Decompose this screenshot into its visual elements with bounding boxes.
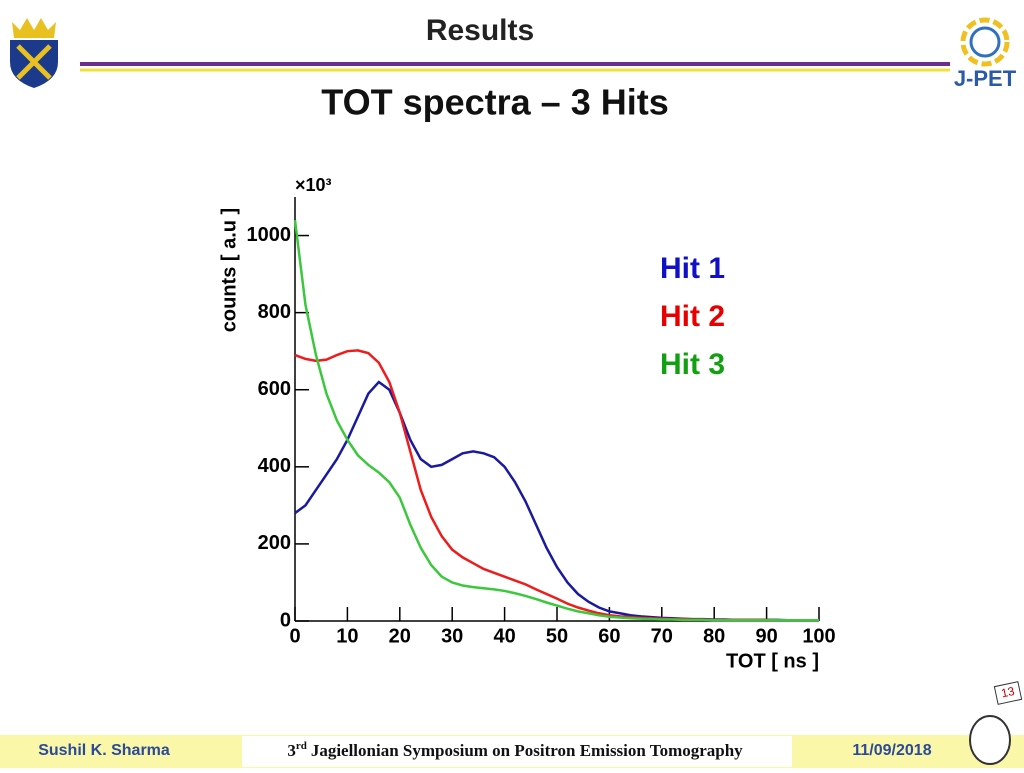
event-suffix: rd bbox=[296, 740, 307, 752]
x-tick-label: 30 bbox=[441, 625, 463, 647]
event-number: 3 bbox=[287, 741, 296, 760]
footer-author: Sushil K. Sharma bbox=[38, 742, 170, 759]
series-line bbox=[294, 349, 819, 622]
x-tick-label: 90 bbox=[755, 625, 777, 647]
y-tick-label: 0 bbox=[280, 609, 291, 631]
x-tick-label: 10 bbox=[336, 625, 358, 647]
university-logo bbox=[10, 18, 58, 88]
legend-entry: Hit 3 bbox=[660, 348, 725, 381]
y-axis-label: counts [ a.u ] bbox=[218, 208, 240, 332]
y-tick-label: 800 bbox=[258, 301, 291, 323]
x-tick-label: 20 bbox=[389, 625, 411, 647]
y-multiplier: ×10³ bbox=[295, 175, 332, 195]
footer-date: 11/09/2018 bbox=[852, 742, 931, 759]
series-line bbox=[294, 380, 819, 622]
x-axis-label: TOT [ ns ] bbox=[726, 650, 819, 672]
legend-entry: Hit 2 bbox=[660, 300, 725, 333]
event-name: Jagiellonian Symposium on Positron Emiss… bbox=[311, 741, 743, 760]
page-badge: 13 bbox=[969, 681, 1023, 765]
x-tick-label: 50 bbox=[546, 625, 568, 647]
x-tick-label: 60 bbox=[598, 625, 620, 647]
header-title: Results bbox=[426, 14, 534, 47]
x-tick-label: 40 bbox=[493, 625, 515, 647]
x-tick-label: 0 bbox=[289, 625, 300, 647]
slide-title: TOT spectra – 3 Hits bbox=[321, 82, 668, 123]
x-tick-label: 80 bbox=[703, 625, 725, 647]
footer-event: 3rd Jagiellonian Symposium on Positron Em… bbox=[287, 740, 743, 760]
y-tick-label: 200 bbox=[258, 532, 291, 554]
plot: 0 200 400 600 800 1000 0 10 20 30 40 50 60 70 80 90 100 T… bbox=[218, 175, 835, 673]
x-tick-label: 70 bbox=[651, 625, 673, 647]
series-line bbox=[293, 219, 819, 622]
y-tick-label: 600 bbox=[258, 378, 291, 400]
y-tick-label: 400 bbox=[258, 455, 291, 477]
legend-entry: Hit 1 bbox=[660, 252, 725, 285]
x-tick-label: 100 bbox=[802, 625, 835, 647]
page-number: 13 bbox=[1000, 684, 1016, 701]
y-tick-label: 1000 bbox=[247, 224, 292, 246]
jpet-logo: J-PET bbox=[954, 17, 1017, 91]
logo-text: J-PET bbox=[954, 66, 1017, 91]
footer-box bbox=[242, 736, 792, 767]
